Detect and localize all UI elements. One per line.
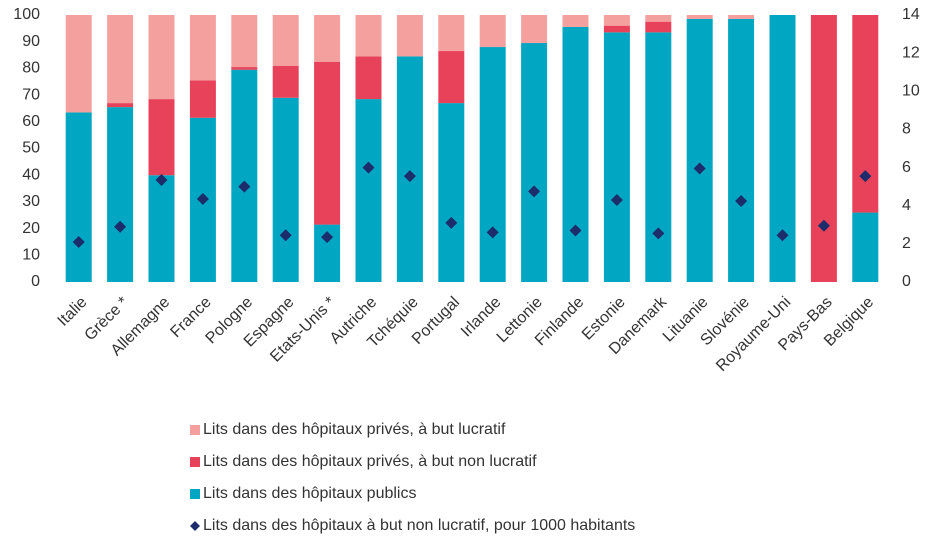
bar-segment [148, 175, 175, 282]
y2-tick-label: 8 [902, 121, 911, 138]
y-tick-label: 0 [31, 273, 40, 290]
bar-segment [686, 15, 713, 20]
y2-tick-label: 6 [902, 159, 911, 176]
legend-swatch [190, 521, 200, 531]
bar-segment [603, 32, 630, 283]
bar-segment [521, 43, 548, 282]
bar-segment [355, 99, 382, 282]
y-tick-label: 40 [22, 166, 40, 183]
bar-segment [231, 69, 258, 282]
diamond-marker [321, 231, 334, 244]
bar-segment [603, 25, 630, 33]
diamond-marker [776, 229, 789, 242]
bar-segment [314, 61, 341, 225]
bar-segment [686, 19, 713, 282]
y2-tick-label: 4 [902, 197, 911, 214]
bar-segment [645, 32, 672, 283]
y-tick-label: 80 [22, 60, 40, 77]
y-tick-label: 30 [22, 193, 40, 210]
bar-segment [645, 15, 672, 22]
diamond-marker [610, 193, 623, 206]
bar-segment [355, 56, 382, 100]
bar-segment [148, 99, 175, 176]
diamond-marker [196, 193, 209, 206]
y2-tick-label: 14 [902, 6, 920, 23]
diamond-marker [569, 224, 582, 237]
bar-segment [314, 15, 341, 62]
bar-segment [355, 15, 382, 57]
bar-segment [231, 15, 258, 68]
diamond-marker [403, 170, 416, 183]
y-tick-label: 50 [22, 140, 40, 157]
bar-segment [107, 107, 134, 283]
legend-swatch [190, 425, 200, 435]
bar-segment [272, 97, 299, 283]
y-tick-label: 90 [22, 33, 40, 50]
bar-segment [562, 15, 589, 28]
legend-swatch [190, 489, 200, 499]
bar-segment [645, 21, 672, 33]
bar-segment [396, 56, 423, 283]
diamond-marker [238, 180, 251, 193]
bar-segment [438, 51, 465, 104]
bar-segment [769, 15, 796, 282]
diamond-marker [114, 220, 127, 233]
legend-label: Lits dans des hôpitaux privés, à but luc… [203, 421, 506, 438]
bar-segment [231, 67, 258, 70]
legend-label: Lits dans des hôpitaux à but non lucrati… [203, 517, 635, 534]
diamond-marker [362, 161, 375, 174]
bar-segment [148, 15, 175, 100]
bar-segment [852, 15, 879, 213]
bar-segment [479, 47, 506, 282]
bar-segment [603, 15, 630, 26]
bar-segment [107, 103, 134, 108]
bar-segment [438, 15, 465, 52]
bar-segment [65, 112, 92, 282]
legend-swatch [190, 457, 200, 467]
diamond-marker [445, 216, 458, 229]
diamond-marker [735, 194, 748, 207]
y-tick-label: 60 [22, 113, 40, 130]
legend-label: Lits dans des hôpitaux privés, à but non… [203, 453, 537, 470]
diamond-marker [652, 227, 665, 240]
bar-segment [272, 15, 299, 66]
diamond-marker [279, 229, 292, 242]
bar-segment [521, 15, 548, 44]
x-tick-label: Italie [55, 294, 91, 330]
bar-segment [65, 15, 92, 113]
diamond-marker [155, 173, 168, 186]
bar-segment [562, 27, 589, 282]
bar-segment [272, 65, 299, 98]
diamond-marker [817, 219, 830, 232]
bar-segment [396, 15, 423, 57]
y-tick-label: 70 [22, 86, 40, 103]
y-tick-label: 10 [22, 247, 40, 264]
y2-tick-label: 12 [902, 44, 920, 61]
diamond-marker [859, 170, 872, 183]
diamond-marker [528, 185, 541, 198]
bar-segment [438, 103, 465, 282]
y2-tick-label: 0 [902, 273, 911, 290]
y-tick-label: 100 [13, 6, 40, 23]
y2-tick-label: 2 [902, 235, 911, 252]
bar-segment [728, 19, 755, 282]
bar-segment [189, 80, 216, 118]
diamond-marker [72, 235, 85, 248]
diamond-marker [486, 226, 499, 239]
bar-segment [107, 15, 134, 104]
y-tick-label: 20 [22, 220, 40, 237]
bar-segment [810, 15, 837, 282]
y2-tick-label: 10 [902, 83, 920, 100]
bar-segment [189, 15, 216, 81]
legend-label: Lits dans des hôpitaux publics [203, 485, 416, 502]
bar-segment [728, 15, 755, 20]
bar-segment [852, 212, 879, 282]
diamond-marker [693, 162, 706, 175]
bar-segment [479, 15, 506, 48]
